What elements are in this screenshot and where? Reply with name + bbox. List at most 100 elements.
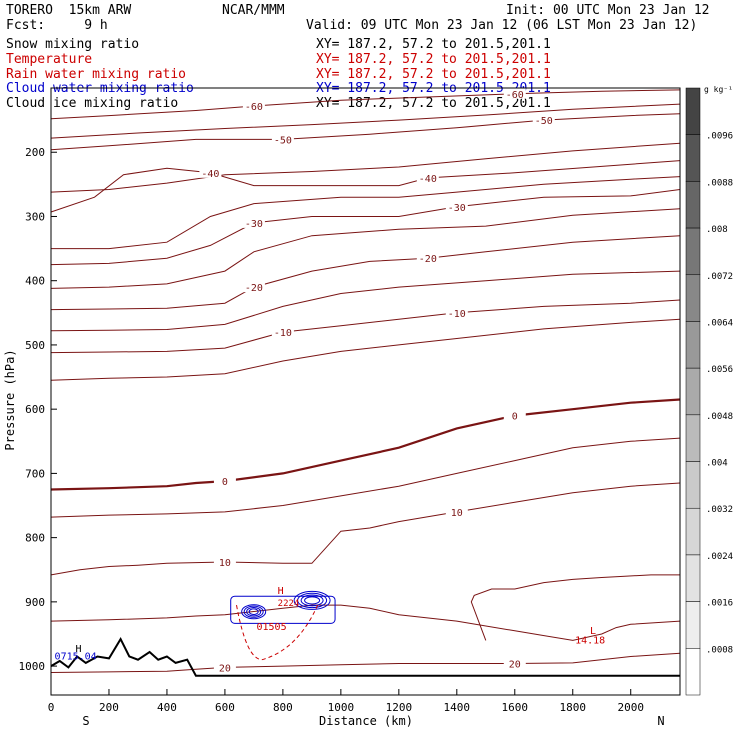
isotherm-line	[50, 604, 681, 641]
y-tick-label: 900	[25, 596, 45, 609]
cloud-water-contour	[246, 606, 262, 617]
colorbar-label: .0024	[706, 552, 733, 562]
isotherm-line	[50, 113, 681, 151]
isotherm-label-bg	[416, 171, 439, 183]
cloud-water-contour	[243, 605, 264, 618]
center-name: NCAR/MMM	[222, 3, 285, 18]
colorbar-swatch	[685, 414, 701, 462]
colorbar-swatch	[685, 274, 701, 322]
isotherm-label: -30	[245, 219, 263, 230]
isotherm-label: -60	[506, 90, 524, 101]
x-tick-label: 1000	[328, 701, 355, 714]
y-axis-title: Pressure (hPa)	[3, 349, 17, 450]
cloud-water-contour	[241, 604, 267, 620]
x-tick-label: 1400	[444, 701, 471, 714]
legend-temperature-name: Temperature	[6, 52, 93, 67]
colorbar-swatch	[685, 367, 701, 416]
colorbar-swatch	[685, 87, 701, 135]
colorbar-swatch	[685, 648, 701, 696]
isotherm-label: -10	[448, 309, 466, 320]
isotherm-label-bg	[503, 409, 526, 421]
isotherm-line	[50, 208, 681, 289]
colorbar-swatch	[685, 181, 701, 229]
colorbar-label: .0064	[706, 318, 733, 328]
forecast-hour: Fcst: 9 h	[6, 18, 108, 33]
isotherm-label: 10	[219, 558, 231, 569]
isotherm-label: 10	[451, 508, 463, 519]
y-tick-label: 1000	[19, 660, 46, 673]
colorbar-label: .0008	[706, 645, 733, 655]
isotherm-label: -60	[245, 102, 263, 113]
y-tick-label: 800	[25, 532, 45, 545]
cloud-water-outline	[230, 595, 336, 624]
colorbar-label: .0032	[706, 505, 733, 515]
terrain-line	[50, 637, 680, 677]
y-tick-label: 600	[25, 403, 45, 416]
colorbar-label: .0096	[706, 132, 733, 142]
colorbar: .0096 .0088 .008 .0072 .0064 .0056 .0048 .004 .0…	[685, 87, 733, 696]
field-extremum-label: H	[76, 644, 82, 655]
isotherm-line	[50, 235, 681, 311]
colorbar-unit: g kg⁻¹	[704, 85, 733, 94]
isotherm-label-bg	[445, 306, 468, 318]
y-tick-label: 200	[25, 146, 45, 159]
x-tick-label: 200	[99, 701, 119, 714]
y-tick-label: 700	[25, 467, 45, 480]
legend-rain-xy: XY= 187.2, 57.2 to 201.5,201.1	[316, 67, 551, 82]
cloud-water-max-value: 2224	[278, 599, 300, 609]
y-tick-label: 400	[25, 275, 45, 288]
isotherm-line	[50, 270, 681, 332]
isotherm-line	[50, 299, 681, 354]
colorbar-swatch	[685, 601, 701, 649]
colorbar-label: .0072	[706, 272, 733, 282]
isotherm-label: 0	[222, 477, 228, 488]
isotherm-line	[50, 189, 681, 266]
isotherm-label: -40	[201, 169, 219, 180]
y-tick-label: 300	[25, 210, 45, 223]
colorbar-swatch	[685, 507, 701, 556]
legend-rain-name: Rain water mixing ratio	[6, 67, 187, 82]
isotherm-label-bg	[199, 166, 222, 178]
isotherm-label-bg	[242, 281, 265, 293]
isotherm-label-bg	[503, 657, 526, 669]
cloud-water-contour	[248, 608, 259, 615]
x-tick-label: 0	[48, 701, 55, 714]
isotherm-line	[50, 398, 681, 491]
isotherm-label-bg	[271, 133, 294, 145]
isotherm-label: -50	[535, 116, 553, 127]
init-time: Init: 00 UTC Mon 23 Jan 12	[506, 3, 710, 18]
x-tick-label: 800	[273, 701, 293, 714]
x-tick-label: 1200	[386, 701, 413, 714]
isotherm-label-bg	[271, 326, 294, 338]
isotherm-line	[50, 160, 681, 213]
isotherm-label-bg	[416, 252, 439, 264]
isotherm-label: 20	[509, 660, 521, 671]
isotherm-line	[470, 574, 680, 641]
isotherm-label: -20	[419, 254, 437, 265]
isotherm-label-bg	[213, 556, 236, 568]
isotherm-line	[50, 89, 681, 120]
isotherm-label: -30	[448, 203, 466, 214]
colorbar-label: .0088	[706, 178, 733, 188]
contour-layer: -60 -60 -50 -50 -40 -40 -30 -30 -20 -20 -10 -10 0 0 10…	[50, 87, 681, 677]
field-extremum-label: 14.18	[575, 636, 605, 647]
colorbar-swatch	[685, 461, 701, 509]
isotherm-line	[50, 482, 681, 576]
model-title: TORERO 15km ARW	[6, 3, 132, 18]
isotherm-label-bg	[532, 114, 555, 126]
endpoint-left-label: S	[82, 714, 89, 728]
y-tick-label: 500	[25, 339, 45, 352]
cloud-water-contour	[304, 596, 321, 605]
field-extremum-label: 0715.04	[55, 652, 97, 663]
isotherm-label: 20	[219, 663, 231, 674]
colorbar-label: .004	[706, 459, 728, 469]
isotherm-label-bg	[445, 200, 468, 212]
colorbar-label: .008	[706, 225, 728, 235]
colorbar-swatch	[685, 554, 701, 602]
rain-water-contour	[236, 604, 319, 661]
rain-water-max-value: 01505	[257, 622, 287, 633]
isotherm-line	[50, 318, 681, 381]
isotherm-label: -50	[274, 135, 292, 146]
isotherm-line	[50, 142, 681, 193]
